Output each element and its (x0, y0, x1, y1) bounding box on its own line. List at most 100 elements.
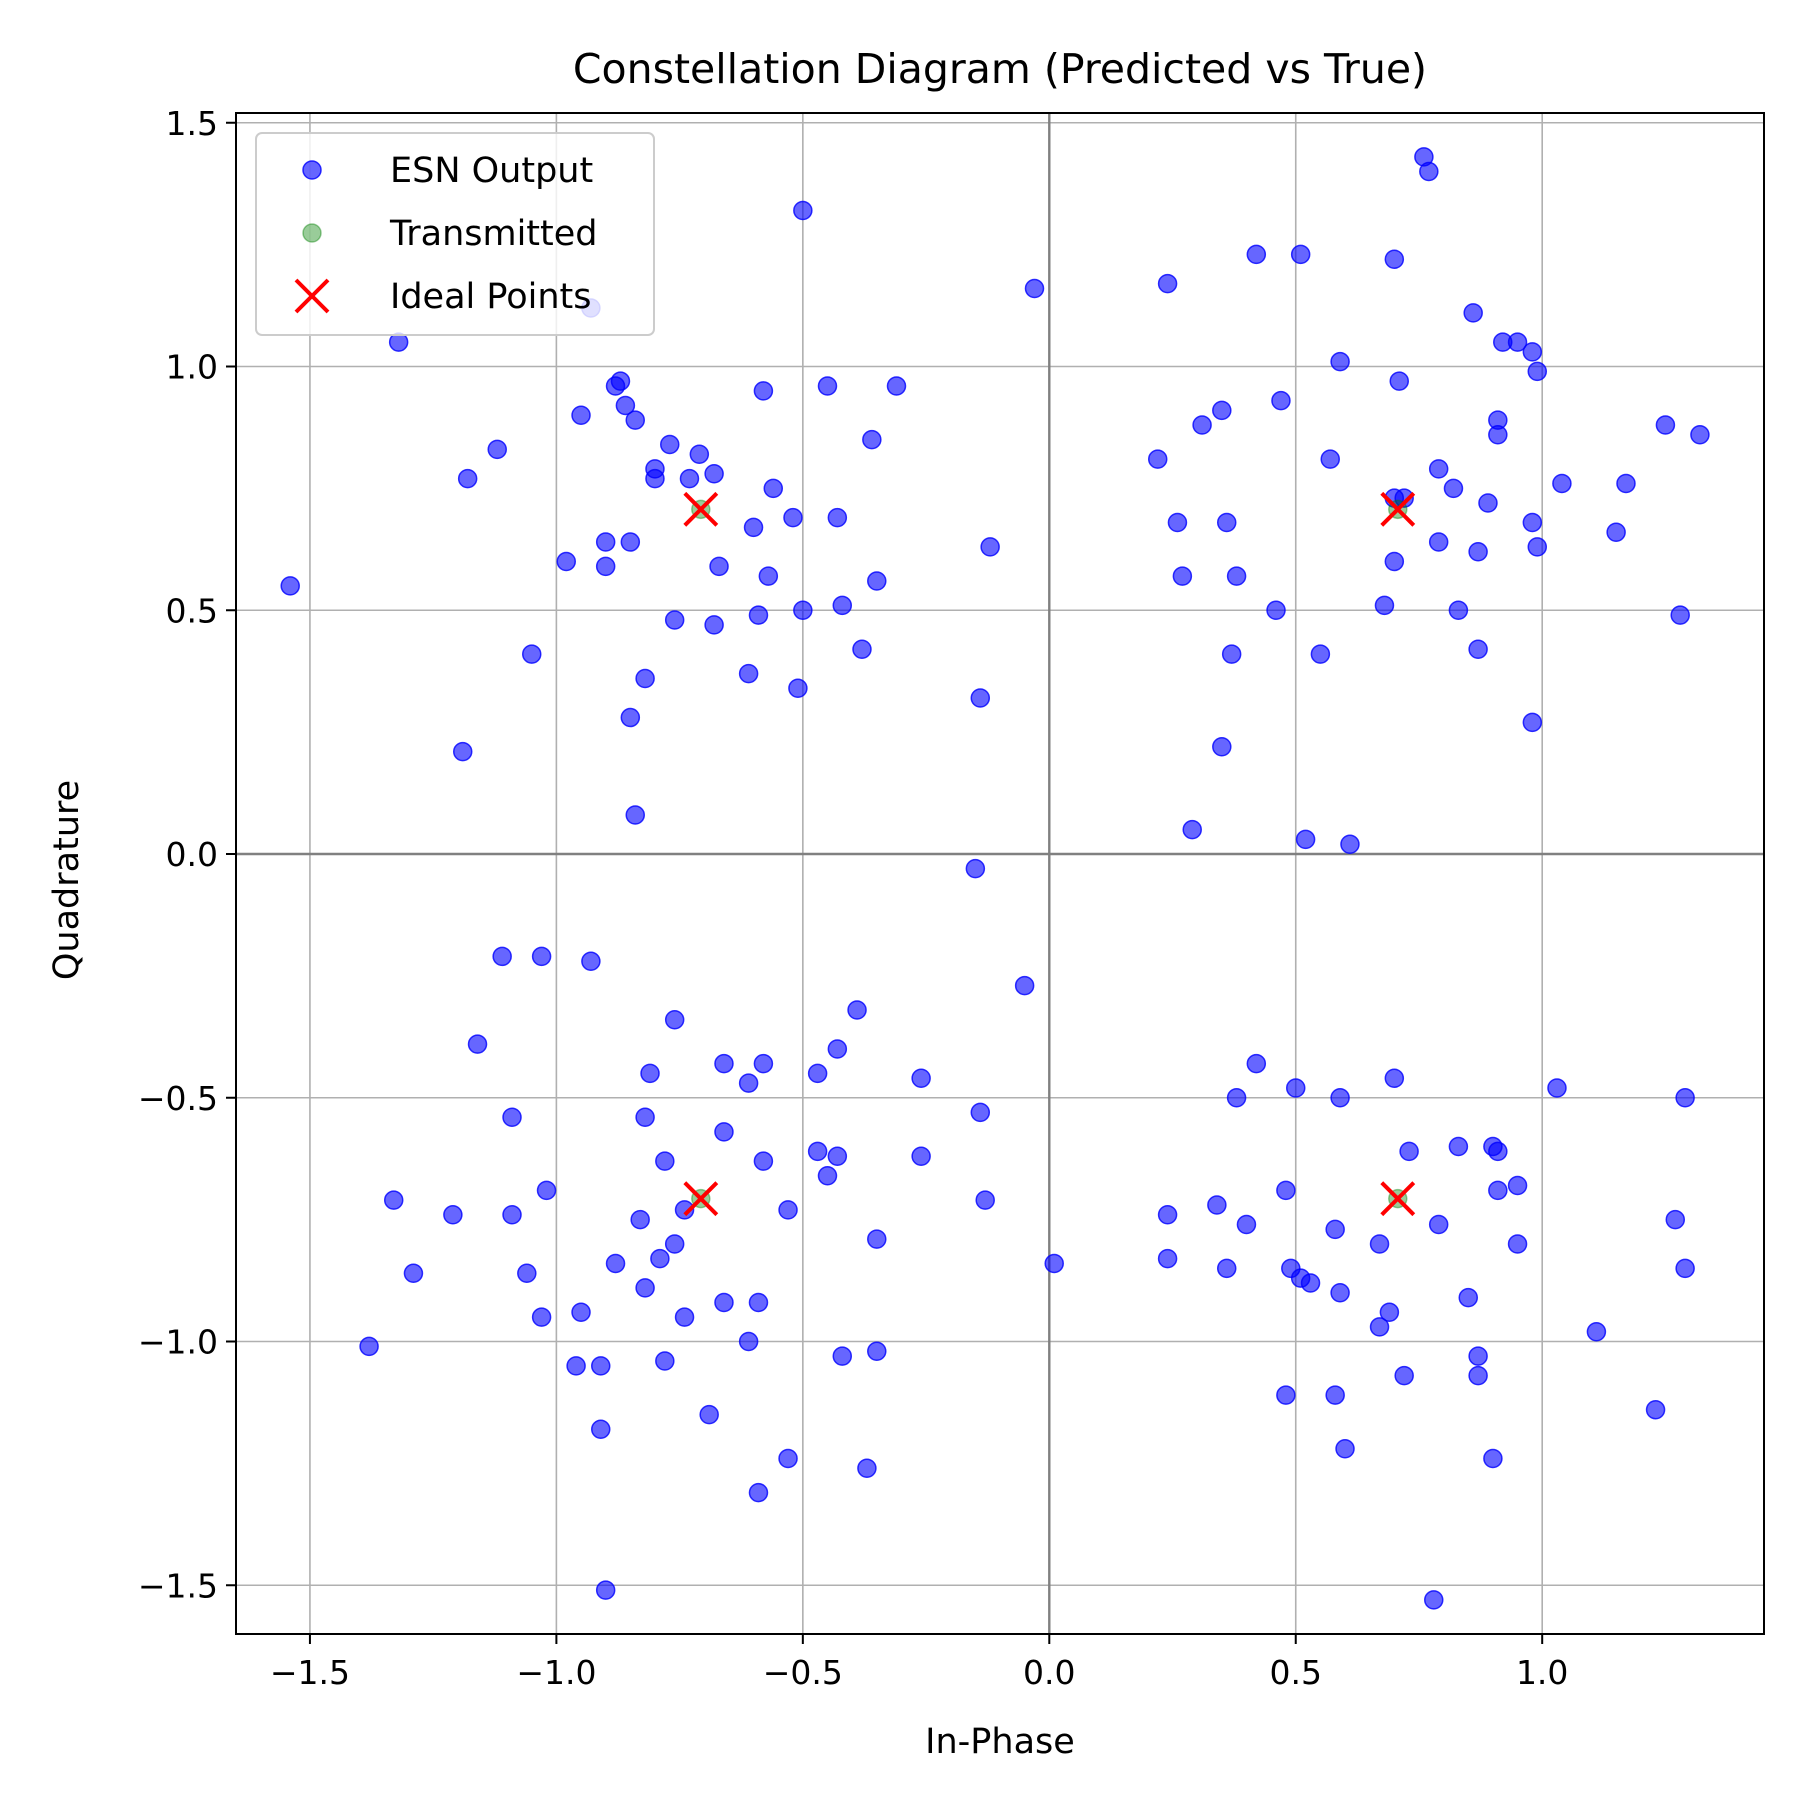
esn-output-point (1212, 400, 1232, 421)
ticks: −1.5 −1.0 −0.5 0.0 0.5 1.0 −1.5 −1.0 −0.5 0.0 0.5 1… (138, 104, 1569, 1692)
esn-output-point (738, 1331, 759, 1352)
esn-output-point (1419, 161, 1439, 182)
esn-output-point (1443, 478, 1464, 499)
esn-output-point (595, 1580, 616, 1600)
esn-output-point (778, 1200, 798, 1220)
esn-output-point (625, 410, 646, 430)
esn-output-point (1670, 605, 1690, 625)
esn-output-point (467, 1034, 488, 1054)
x-tick-label: 1.0 (1516, 1653, 1568, 1692)
esn-output-point (1369, 1317, 1390, 1337)
esn-output-point (502, 1107, 522, 1127)
ideal-point-marker (1380, 1181, 1416, 1217)
chart-title: Constellation Diagram (Predicted vs True… (573, 45, 1427, 93)
esn-output-point (867, 1341, 887, 1361)
esn-output-point (1463, 303, 1483, 323)
esn-output-point (827, 1039, 848, 1059)
esn-output-point (640, 1063, 660, 1084)
esn-output-point (1157, 1205, 1178, 1225)
esn-output-point (1216, 1258, 1237, 1279)
esn-output-point (571, 1302, 591, 1322)
esn-output-point (788, 678, 808, 698)
esn-output-point (280, 576, 300, 596)
esn-output-point (1507, 1234, 1528, 1254)
esn-output-point (1276, 1180, 1296, 1201)
esn-output-point (1320, 449, 1340, 469)
esn-output-point (595, 556, 616, 577)
esn-output-point (1024, 278, 1045, 299)
esn-output-point (1384, 551, 1405, 572)
y-tick-label: 0.0 (166, 835, 218, 874)
esn-output-point (970, 688, 991, 708)
esn-output-point (645, 468, 665, 489)
esn-output-point (1428, 459, 1449, 479)
esn-output-point (664, 1010, 685, 1030)
esn-output-point (531, 1307, 552, 1327)
esn-output-point (807, 1141, 828, 1162)
esn-output-point (1522, 712, 1543, 733)
esn-output-point (778, 1448, 798, 1469)
esn-output-point (1616, 473, 1636, 494)
esn-output-point (630, 1209, 650, 1230)
esn-output-point (738, 663, 759, 684)
esn-output-point (650, 1248, 670, 1269)
esn-output-point (827, 1146, 848, 1166)
esn-output-point (1207, 1195, 1227, 1215)
esn-output-point (1192, 415, 1212, 435)
esn-output-point (1276, 1385, 1296, 1405)
esn-output-point (763, 478, 784, 499)
esn-output-point (1527, 361, 1548, 382)
x-tick-label: −1.5 (270, 1653, 350, 1692)
esn-output-point (635, 668, 655, 689)
esn-output-point (714, 1053, 734, 1074)
esn-output-point (704, 464, 724, 484)
esn-output-point (615, 395, 636, 416)
x-tick-label: 0.5 (1269, 1653, 1321, 1692)
esn-output-point (975, 1190, 995, 1210)
esn-output-point (714, 1122, 734, 1142)
esn-output-point (1690, 425, 1710, 445)
esn-output-point (748, 1482, 769, 1503)
esn-output-point (1586, 1322, 1607, 1342)
esn-output-point (743, 517, 764, 538)
esn-output-point (1216, 512, 1237, 533)
esn-output-point (1552, 473, 1572, 494)
series-ideal (683, 491, 1416, 1217)
legend-box (255, 132, 655, 336)
esn-output-point (748, 1292, 769, 1313)
esn-output-point (867, 1229, 887, 1249)
legend-marker-ideal-point-marker (294, 278, 330, 314)
esn-output-point (753, 381, 774, 401)
ideal-point-marker (683, 1181, 719, 1217)
esn-output-point (1295, 829, 1316, 850)
x-stroke (683, 491, 719, 527)
esn-output-point (635, 1107, 655, 1127)
esn-output-point (758, 566, 779, 586)
esn-output-point (1527, 537, 1548, 557)
x-stroke (1380, 491, 1416, 527)
esn-output-point (980, 537, 1000, 557)
esn-output-point (531, 946, 552, 967)
esn-output-point (1246, 1053, 1267, 1074)
esn-output-point (1226, 1088, 1247, 1108)
esn-output-point (709, 556, 729, 577)
esn-output-point (1606, 522, 1626, 542)
esn-output-point (1167, 512, 1188, 533)
esn-output-point (1645, 1400, 1666, 1420)
esn-output-point (1448, 600, 1469, 620)
legend-label-esn-output: ESN Output (390, 151, 593, 191)
esn-output-point (1271, 390, 1291, 411)
esn-output-point (1389, 371, 1410, 391)
esn-output-point (625, 805, 646, 825)
esn-output-point (502, 1205, 522, 1225)
esn-output-point (1330, 1283, 1350, 1303)
esn-output-point (1424, 1590, 1444, 1610)
esn-output-point (1458, 1287, 1479, 1308)
esn-output-point (847, 1000, 867, 1020)
x-tick-label: −1.0 (516, 1653, 596, 1692)
esn-output-point (679, 468, 700, 489)
esn-output-point (1212, 737, 1232, 757)
x-tick-label: −0.5 (763, 1653, 843, 1692)
esn-output-point (1384, 249, 1405, 269)
x-stroke (294, 278, 330, 314)
